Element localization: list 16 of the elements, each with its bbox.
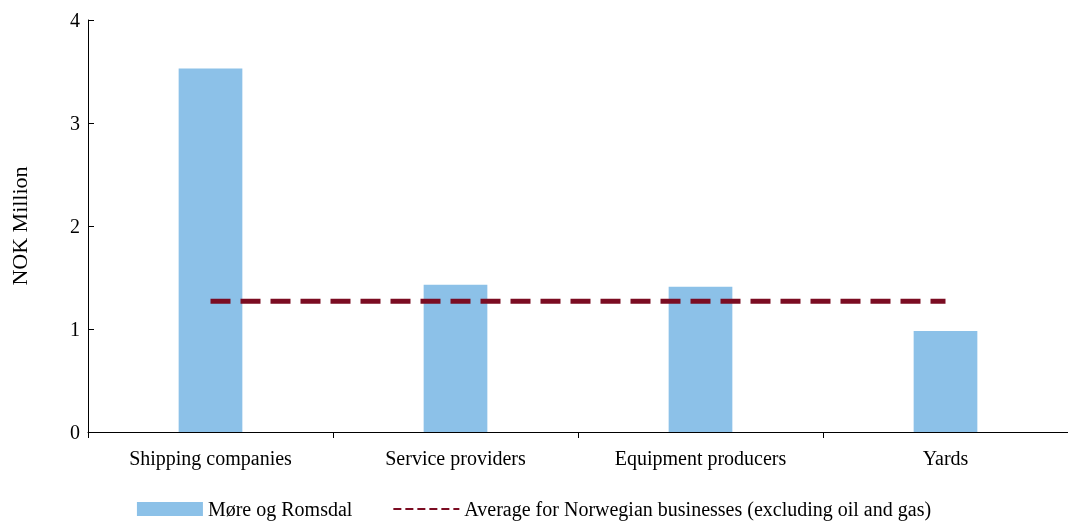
y-tick-label: 3 bbox=[70, 112, 80, 134]
y-tick-label: 0 bbox=[70, 421, 80, 443]
x-tick-label: Shipping companies bbox=[129, 447, 293, 470]
bar bbox=[668, 286, 733, 432]
y-axis-title: NOK Million bbox=[6, 166, 32, 286]
x-tick-label: Yards bbox=[922, 447, 969, 469]
y-tick-label: 1 bbox=[70, 318, 80, 340]
y-tick-label: 4 bbox=[70, 9, 80, 31]
legend-label: Møre og Romsdal bbox=[207, 498, 353, 521]
bar bbox=[423, 284, 488, 432]
x-tick-label: Equipment producers bbox=[614, 447, 787, 470]
bar bbox=[178, 68, 243, 432]
x-tick-label: Service providers bbox=[385, 447, 526, 470]
legend-label: Average for Norwegian businesses (excluding oil and gas) bbox=[464, 498, 932, 521]
bar bbox=[913, 331, 978, 432]
y-tick-label: 2 bbox=[70, 215, 80, 237]
